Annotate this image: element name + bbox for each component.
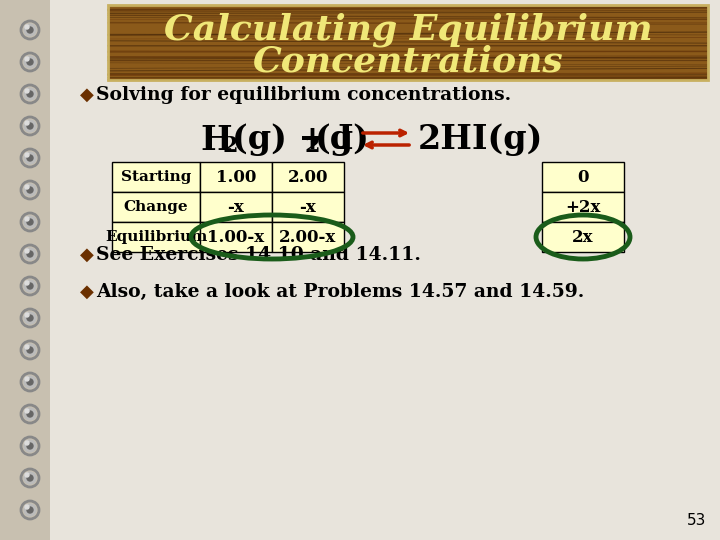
Circle shape: [27, 283, 33, 289]
Text: (g) + I: (g) + I: [232, 124, 354, 157]
Text: 2x: 2x: [572, 228, 594, 246]
Circle shape: [27, 347, 33, 353]
Text: Change: Change: [124, 200, 189, 214]
Circle shape: [27, 315, 33, 321]
Circle shape: [24, 120, 36, 132]
Text: 2.00: 2.00: [288, 168, 328, 186]
Text: H: H: [200, 124, 232, 157]
Circle shape: [25, 25, 29, 29]
Text: -x: -x: [300, 199, 316, 215]
Text: 53: 53: [687, 513, 706, 528]
Circle shape: [25, 281, 29, 285]
Text: Also, take a look at Problems 14.57 and 14.59.: Also, take a look at Problems 14.57 and …: [96, 283, 584, 301]
Circle shape: [24, 88, 36, 100]
Text: 2.00-x: 2.00-x: [279, 228, 337, 246]
Circle shape: [27, 187, 33, 193]
Bar: [112, 192, 200, 222]
Circle shape: [27, 219, 33, 225]
Bar: [112, 162, 200, 192]
Circle shape: [25, 409, 29, 413]
Text: 1.00: 1.00: [216, 168, 256, 186]
Circle shape: [25, 505, 29, 509]
Bar: [272, 192, 344, 222]
Text: 2: 2: [222, 135, 238, 157]
Circle shape: [25, 153, 29, 157]
Circle shape: [27, 379, 33, 385]
Circle shape: [24, 504, 36, 516]
Text: See Exercises 14.10 and 14.11.: See Exercises 14.10 and 14.11.: [96, 246, 421, 264]
Text: Concentrations: Concentrations: [253, 44, 563, 78]
Circle shape: [24, 344, 36, 356]
Circle shape: [24, 280, 36, 292]
Bar: [272, 222, 344, 252]
Bar: [200, 162, 272, 192]
Text: 2HI(g): 2HI(g): [418, 124, 544, 157]
Circle shape: [24, 440, 36, 452]
Circle shape: [27, 411, 33, 417]
Circle shape: [27, 123, 33, 129]
Text: ◆: ◆: [80, 86, 94, 104]
Bar: [112, 222, 200, 252]
Circle shape: [27, 59, 33, 65]
Circle shape: [25, 185, 29, 189]
Bar: [272, 162, 344, 192]
Circle shape: [27, 251, 33, 257]
Text: Calculating Equilibrium: Calculating Equilibrium: [163, 13, 652, 47]
Bar: [542, 222, 624, 252]
Bar: [542, 192, 624, 222]
Circle shape: [25, 473, 29, 477]
Circle shape: [24, 216, 36, 228]
Text: 0: 0: [577, 168, 589, 186]
Circle shape: [24, 408, 36, 420]
Circle shape: [24, 376, 36, 388]
Circle shape: [27, 475, 33, 481]
Bar: [542, 162, 624, 192]
Text: +2x: +2x: [565, 199, 600, 215]
Text: Solving for equilibrium concentrations.: Solving for equilibrium concentrations.: [96, 86, 511, 104]
Circle shape: [25, 345, 29, 349]
Circle shape: [27, 91, 33, 97]
Circle shape: [24, 184, 36, 196]
Circle shape: [25, 377, 29, 381]
Circle shape: [24, 248, 36, 260]
Text: (g): (g): [315, 124, 370, 157]
Text: 1.00-x: 1.00-x: [207, 228, 264, 246]
Circle shape: [25, 249, 29, 253]
Circle shape: [27, 155, 33, 161]
Text: Equilibrium: Equilibrium: [105, 230, 207, 244]
Circle shape: [25, 89, 29, 93]
Circle shape: [25, 313, 29, 317]
Bar: [200, 192, 272, 222]
Text: 2: 2: [305, 135, 320, 157]
Circle shape: [27, 27, 33, 33]
Circle shape: [24, 152, 36, 164]
Circle shape: [24, 472, 36, 484]
Circle shape: [25, 217, 29, 221]
Circle shape: [25, 441, 29, 445]
Circle shape: [24, 24, 36, 36]
Circle shape: [24, 312, 36, 324]
Circle shape: [27, 443, 33, 449]
Bar: [108, 5, 708, 80]
Circle shape: [24, 56, 36, 68]
Bar: [200, 222, 272, 252]
Circle shape: [27, 507, 33, 513]
Text: Starting: Starting: [121, 170, 192, 184]
Circle shape: [25, 121, 29, 125]
Circle shape: [25, 57, 29, 61]
Bar: [108, 5, 708, 80]
Text: ◆: ◆: [80, 283, 94, 301]
Text: ◆: ◆: [80, 246, 94, 264]
Text: -x: -x: [228, 199, 244, 215]
